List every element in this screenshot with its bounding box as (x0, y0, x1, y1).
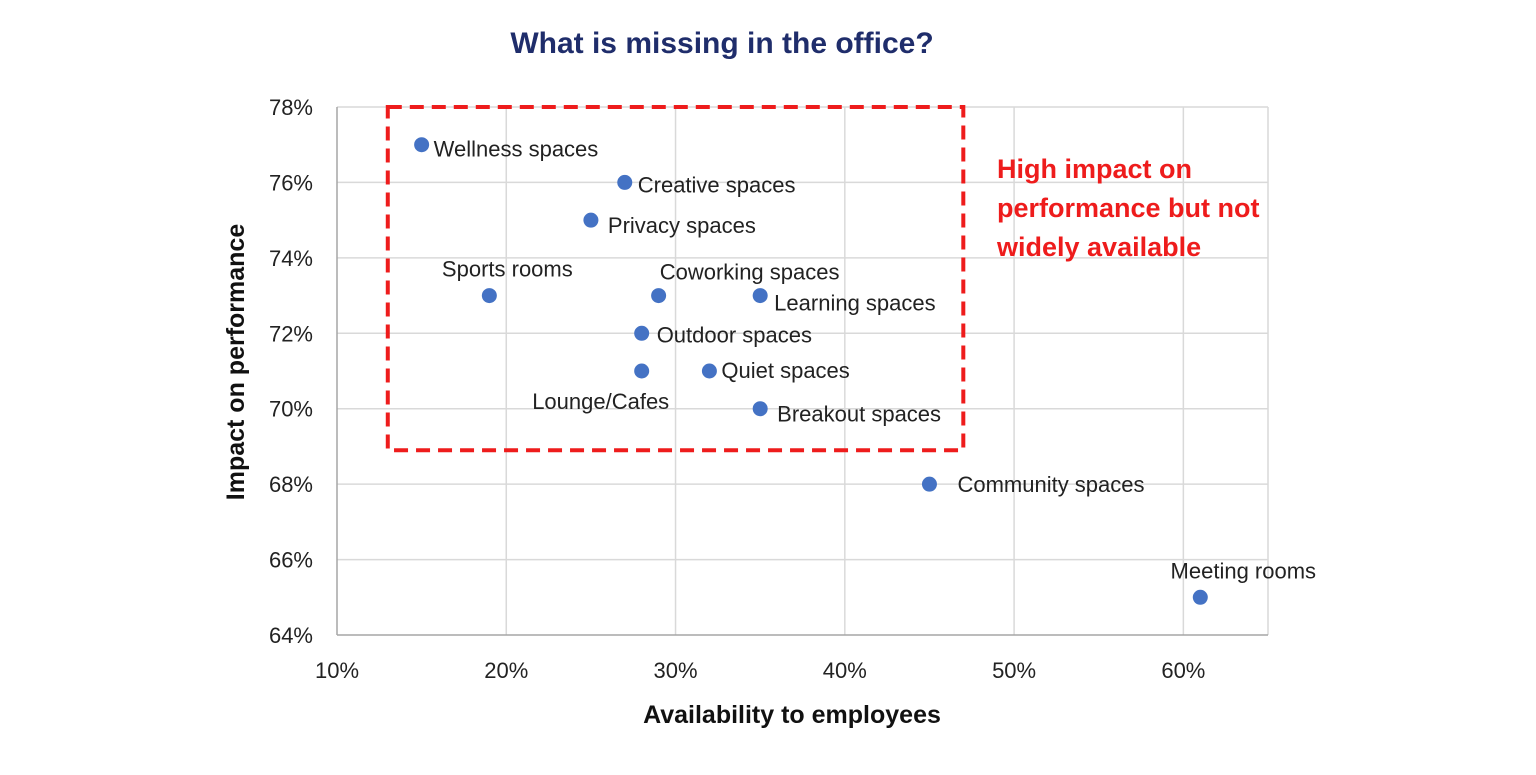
x-tick-label: 30% (654, 658, 698, 683)
x-tick-label: 50% (992, 658, 1036, 683)
y-tick-label: 64% (269, 623, 313, 648)
highlight-box (385, 105, 966, 453)
point-label: Creative spaces (638, 172, 796, 197)
callout-line: performance but not (997, 193, 1260, 223)
x-tick-label: 60% (1161, 658, 1205, 683)
data-point (752, 288, 768, 304)
data-point (583, 212, 599, 228)
point-label: Sports rooms (442, 257, 573, 282)
point-labels: Wellness spaces Creative spaces Privacy sp… (434, 137, 1316, 584)
data-point (1192, 589, 1208, 605)
data-point (752, 401, 768, 417)
x-tick-label: 10% (315, 658, 359, 683)
point-label: Outdoor spaces (657, 322, 812, 347)
data-point (651, 288, 667, 304)
data-point (634, 325, 650, 341)
y-tick-label: 70% (269, 397, 313, 422)
data-point (414, 137, 430, 153)
callout-text: High impact on performance but not widely … (996, 154, 1260, 262)
point-label: Lounge/Cafes (532, 389, 669, 414)
x-tick-label: 20% (484, 658, 528, 683)
point-label: Coworking spaces (660, 260, 840, 285)
grid (337, 106, 1269, 635)
y-tick-label: 68% (269, 472, 313, 497)
data-points (414, 137, 1208, 605)
data-point (481, 288, 497, 304)
data-point (701, 363, 717, 379)
point-label: Quiet spaces (721, 358, 849, 383)
y-axis-title: Impact on performance (222, 224, 250, 501)
point-label: Learning spaces (774, 291, 935, 316)
point-label: Breakout spaces (777, 402, 941, 427)
data-point (617, 174, 633, 190)
point-label: Wellness spaces (434, 137, 599, 162)
y-tick-label: 74% (269, 246, 313, 271)
callout-line: widely available (996, 232, 1201, 262)
point-label: Community spaces (957, 472, 1144, 497)
data-point (921, 476, 937, 492)
highlight-dashed-box (385, 105, 966, 453)
chart-title: What is missing in the office? (510, 27, 933, 60)
y-tick-label: 78% (269, 95, 313, 120)
x-tick-label: 40% (823, 658, 867, 683)
y-tick-label: 76% (269, 170, 313, 195)
x-axis-title: Availability to employees (643, 701, 941, 729)
y-tick-label: 72% (269, 321, 313, 346)
y-tick-label: 66% (269, 548, 313, 573)
data-point (634, 363, 650, 379)
callout-line: High impact on (997, 154, 1192, 184)
axes (336, 107, 1268, 636)
tick-labels: 64% 66% 68% 70% 72% 74% 76% 78% 10% 20% 30% 40% 50% 6… (269, 95, 1205, 683)
point-label: Privacy spaces (608, 213, 756, 238)
point-label: Meeting rooms (1171, 558, 1317, 583)
